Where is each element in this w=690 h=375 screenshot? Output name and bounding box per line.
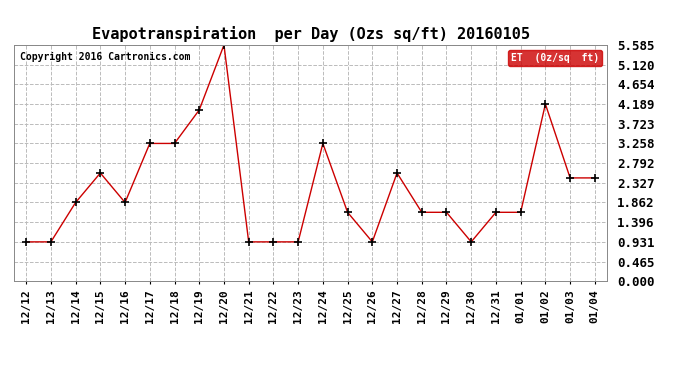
Legend: ET  (0z/sq  ft): ET (0z/sq ft) (509, 50, 602, 66)
Text: Copyright 2016 Cartronics.com: Copyright 2016 Cartronics.com (20, 52, 190, 62)
Title: Evapotranspiration  per Day (Ozs sq/ft) 20160105: Evapotranspiration per Day (Ozs sq/ft) 2… (92, 27, 529, 42)
